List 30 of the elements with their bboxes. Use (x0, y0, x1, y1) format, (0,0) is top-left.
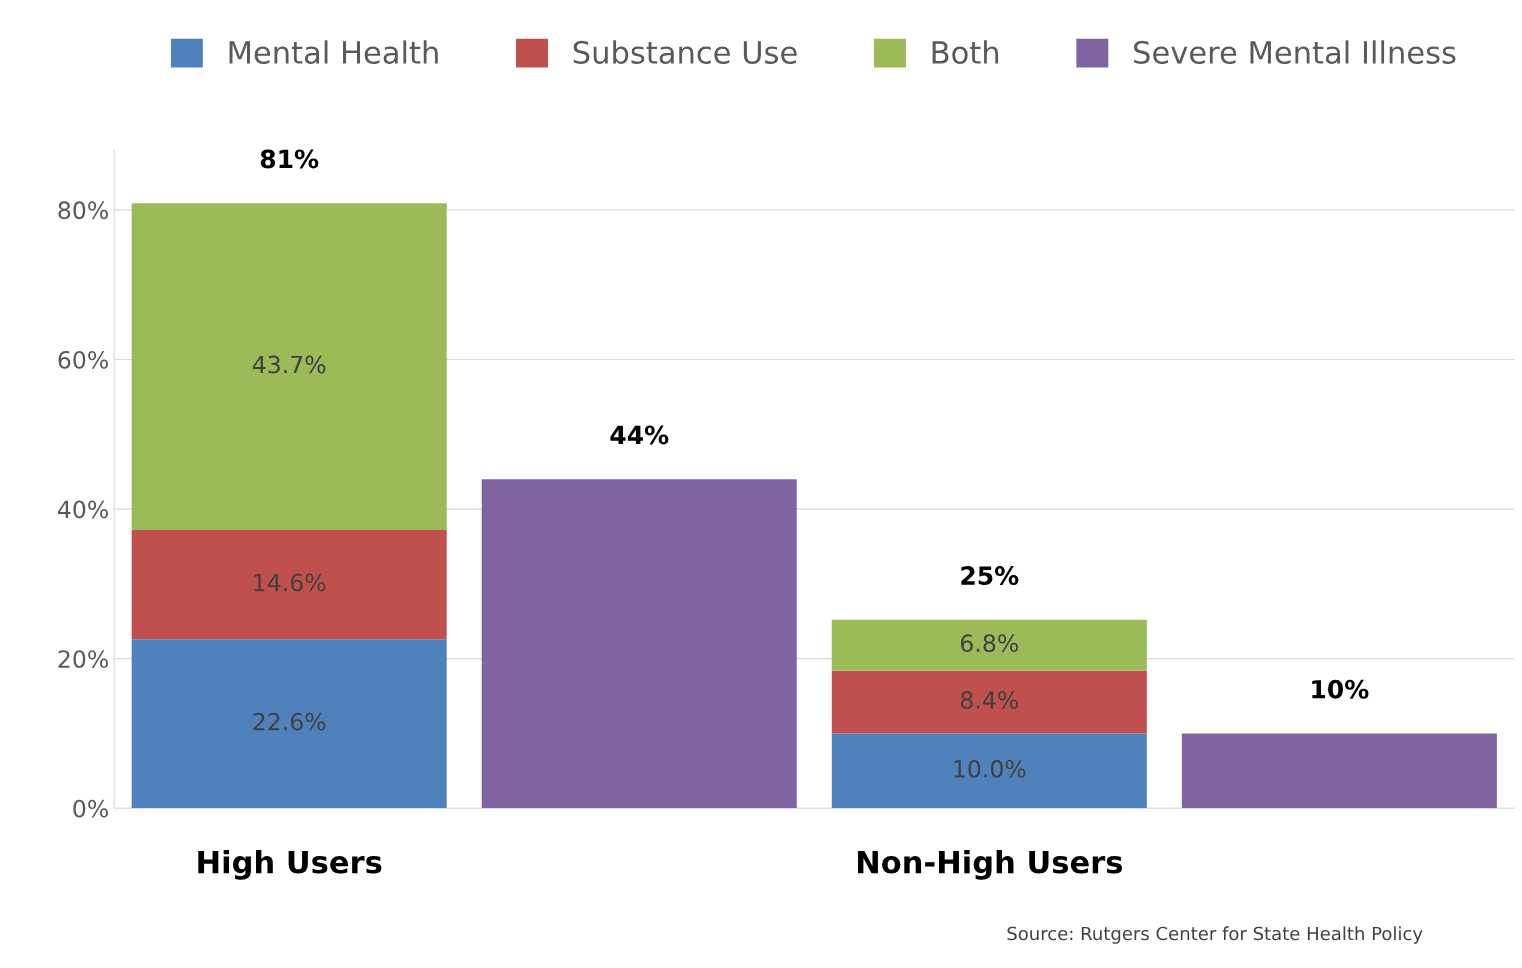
data-label: 44% (610, 425, 669, 445)
source-note: Source: Rutgers Center for State Health Policy (1007, 926, 1423, 944)
data-label: 43.7% (252, 355, 326, 374)
bar (1181, 733, 1497, 809)
data-label: 22.6% (253, 712, 326, 731)
bar (131, 639, 447, 809)
y-tick-label: 0% (73, 799, 108, 818)
data-label: 14.6% (254, 573, 326, 592)
bar (831, 733, 1147, 809)
legend-label: Mental Health (229, 40, 438, 64)
data-label: 10% (1312, 679, 1369, 699)
bar (831, 619, 1147, 671)
total-label: 25% (961, 566, 1019, 586)
y-tick-label: 60% (58, 350, 108, 369)
bar (131, 530, 447, 640)
bar (481, 479, 797, 809)
data-label: 6.8% (960, 634, 1018, 653)
y-tick-label: 20% (58, 650, 108, 668)
legend-label: Severe Mental Illness (1134, 40, 1456, 64)
legend-label: Substance Use (573, 40, 797, 64)
bar (131, 203, 447, 531)
x-tick-label: Non-High Users (857, 849, 1122, 880)
data-label: 8.4% (960, 691, 1018, 709)
bar (831, 670, 1147, 734)
y-tick-label: 40% (57, 500, 108, 519)
y-tick-label: 80% (58, 201, 108, 220)
total-label: 81% (260, 149, 319, 169)
data-label: 10.0% (954, 759, 1026, 778)
x-tick-label: High Users (198, 849, 382, 880)
legend-label: Both (932, 40, 999, 64)
